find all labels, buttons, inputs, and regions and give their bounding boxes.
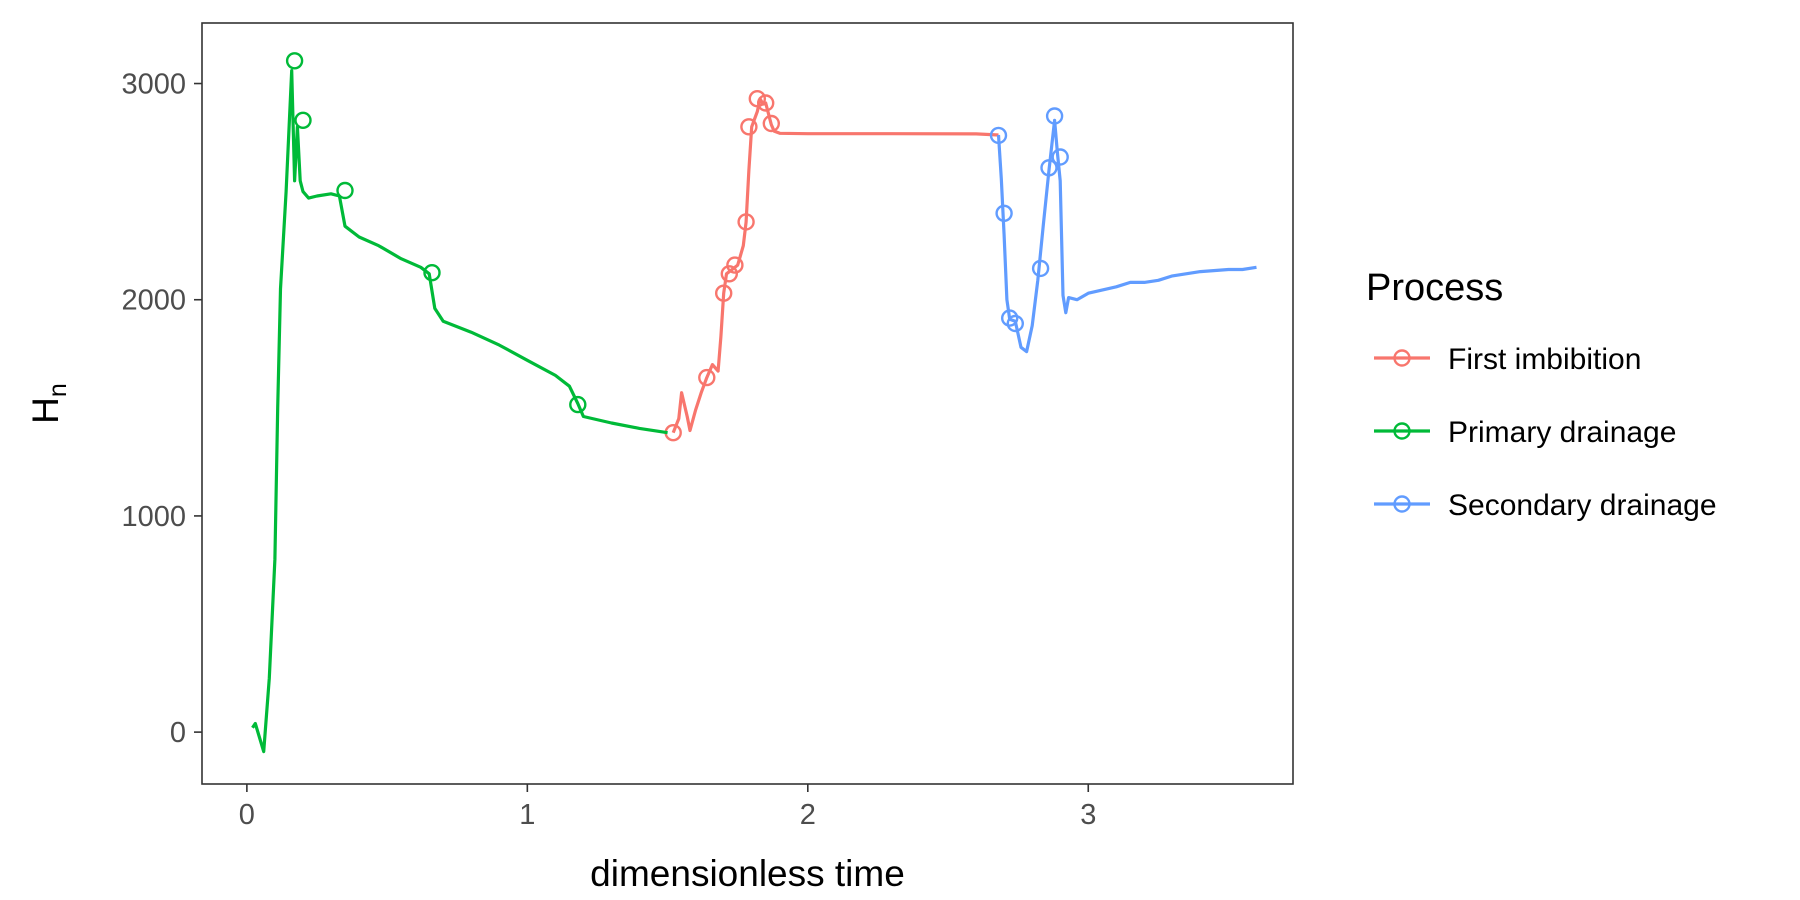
data-point — [569, 395, 587, 414]
data-point — [740, 118, 758, 136]
data-point — [995, 204, 1013, 223]
data-point — [715, 284, 733, 302]
legend-label: Secondary drainage — [1448, 489, 1717, 522]
legend-label: First imbibition — [1448, 343, 1641, 376]
x-tick-label: 3 — [1080, 799, 1096, 831]
data-point — [762, 114, 780, 133]
y-axis-title: Hn — [25, 383, 72, 424]
legend-item: First imbibition — [1374, 343, 1641, 376]
data-point — [1031, 259, 1050, 278]
x-tick-label: 1 — [519, 799, 535, 831]
data-point — [757, 94, 775, 112]
series-line — [996, 118, 1257, 354]
y-axis-title-main: H — [25, 397, 66, 424]
legend-item: Secondary drainage — [1374, 489, 1717, 522]
data-point — [423, 264, 441, 282]
data-point — [285, 52, 304, 70]
data-point — [1040, 159, 1058, 177]
legend: Process First imbibition Primary drainage… — [1366, 267, 1717, 522]
panel-border — [201, 22, 1294, 785]
data-point — [1045, 107, 1064, 125]
series-3 — [989, 107, 1257, 354]
legend-item: Primary drainage — [1374, 416, 1676, 449]
series-line — [251, 69, 668, 754]
y-tick-label: 2000 — [121, 285, 186, 317]
series-2 — [251, 52, 668, 754]
legend-label: Primary drainage — [1448, 416, 1676, 449]
series-1 — [664, 89, 999, 442]
y-tick-label: 0 — [170, 717, 186, 749]
data-point — [698, 368, 716, 387]
legend-key-marker — [1393, 349, 1411, 367]
legend-items: First imbibition Primary drainage Secondar… — [1374, 343, 1717, 522]
x-tick-label: 0 — [239, 799, 255, 831]
y-axis-title-subscript: n — [44, 383, 72, 397]
axes: 0 1 2 3 0 1000 2000 3000 — [121, 69, 1096, 831]
data-point — [336, 181, 354, 200]
y-tick-label: 3000 — [121, 69, 186, 101]
data-point — [1051, 148, 1069, 166]
legend-key-marker — [1393, 422, 1411, 440]
data-point — [720, 265, 738, 283]
data-point — [737, 213, 755, 231]
data-point — [989, 126, 1008, 145]
legend-title: Process — [1366, 267, 1503, 309]
data-point — [726, 256, 744, 274]
x-tick-label: 2 — [800, 799, 816, 831]
data-point — [1006, 314, 1024, 333]
x-axis-title: dimensionless time — [590, 853, 905, 894]
series-line — [671, 97, 999, 434]
data-point — [748, 89, 766, 108]
data-point — [294, 111, 312, 130]
y-tick-label: 1000 — [121, 501, 186, 533]
plot-area — [251, 52, 1257, 754]
legend-key-marker — [1393, 495, 1411, 513]
data-point — [1001, 309, 1019, 327]
